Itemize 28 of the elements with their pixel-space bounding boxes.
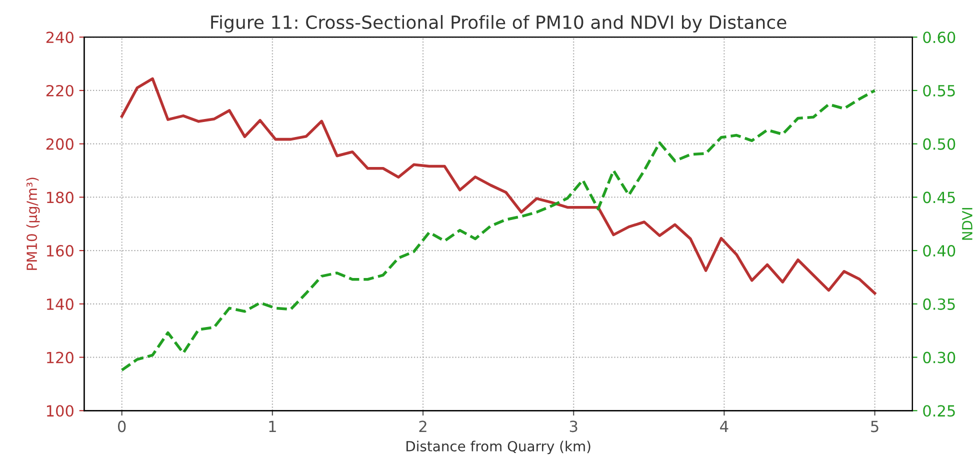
- line-series: [120, 77, 876, 295]
- y-tick-label: 120: [46, 352, 74, 364]
- y2-tick-label: 0.35: [923, 298, 955, 310]
- y-tick-label: 160: [46, 245, 74, 257]
- y2-tick-label: 0.45: [923, 192, 955, 204]
- chart-title: Figure 11: Cross-Sectional Profile of PM10 and NDVI by Distance: [211, 15, 786, 33]
- y2-tick-label: 0.40: [923, 245, 956, 257]
- y-tick-label: 240: [46, 32, 74, 44]
- y2-tick-label: 0.55: [923, 84, 955, 96]
- y-tick-label: 220: [46, 84, 74, 96]
- y2-tick-label: 0.60: [923, 32, 956, 44]
- y2-axis-title: NDVI: [962, 208, 972, 240]
- y2-tick-label: 0.30: [923, 352, 956, 364]
- y-tick-label: 100: [46, 405, 74, 417]
- y-tick-label: 180: [46, 192, 74, 204]
- y-tick-label: 200: [46, 138, 74, 150]
- x-tick-label: 1: [269, 420, 276, 432]
- y-axis-title: PM10 (µg/m³): [26, 178, 40, 270]
- y2-tick-label: 0.25: [923, 405, 955, 417]
- line-series: [120, 89, 876, 372]
- x-tick-label: 0: [118, 420, 126, 432]
- x-tick-label: 5: [871, 420, 878, 432]
- x-tick-label: 3: [570, 420, 578, 432]
- x-axis-title: Distance from Quarry (km): [406, 440, 590, 454]
- x-tick-label: 2: [419, 420, 426, 432]
- y2-tick-label: 0.50: [923, 138, 956, 150]
- y-tick-label: 140: [46, 298, 74, 310]
- x-tick-label: 4: [720, 420, 728, 432]
